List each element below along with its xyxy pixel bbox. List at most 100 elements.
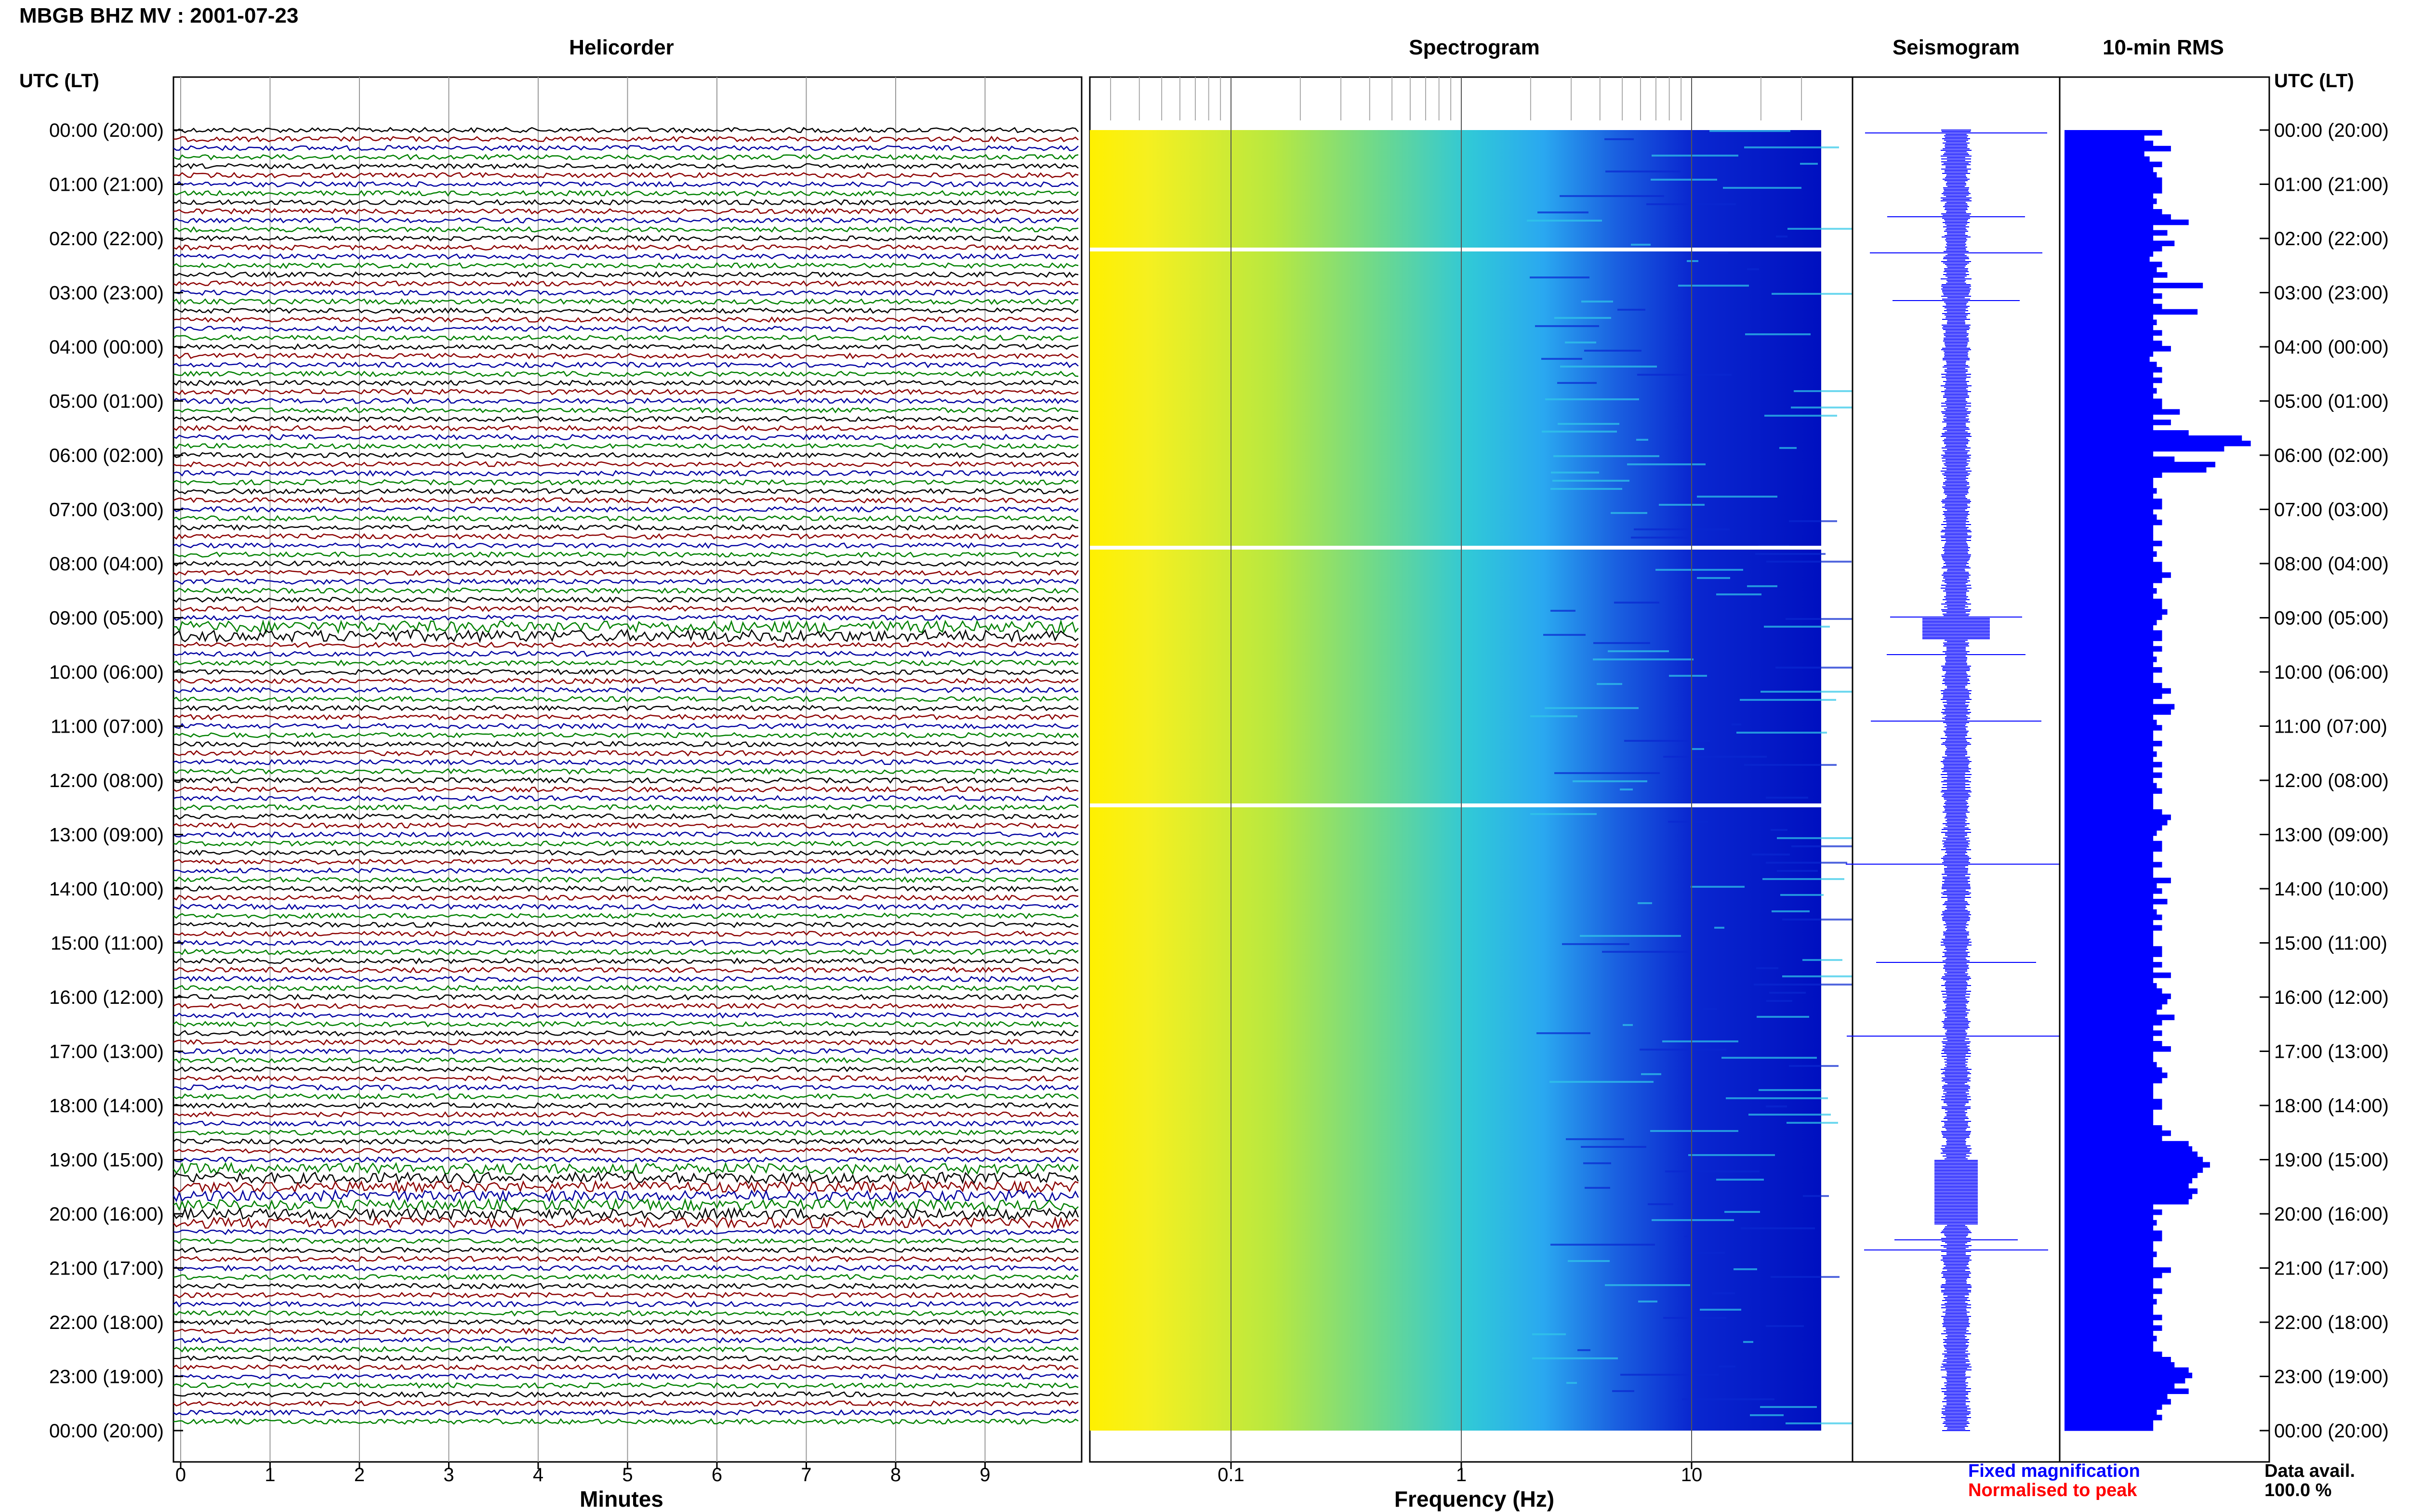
helicorder-trace: [173, 759, 1079, 766]
rms-bar: [2065, 151, 2144, 157]
spectrogram-streak: [1604, 138, 1634, 140]
helicorder-trace: [173, 1400, 1079, 1407]
spectrogram-streak: [1648, 1203, 1673, 1205]
helicorder-trace: [173, 1364, 1079, 1371]
minutes-axis-label: Minutes: [580, 1486, 663, 1512]
helicorder-trace: [173, 876, 1079, 883]
rms-bar: [2065, 662, 2154, 668]
helicorder-trace: [173, 1228, 1079, 1236]
helicorder-trace: [173, 361, 1079, 368]
spectrogram-streak: [1536, 1032, 1590, 1034]
spectrogram-streak: [1627, 463, 1706, 465]
helicorder-trace: [173, 939, 1079, 947]
rms-bar: [2065, 1067, 2162, 1073]
rms-bar: [2065, 367, 2162, 373]
rms-bar: [2065, 1078, 2162, 1084]
rms-bar: [2065, 493, 2154, 499]
spectrogram-streak: [1777, 870, 1818, 872]
spectrogram-streak: [1554, 317, 1611, 319]
helicorder-trace: [173, 849, 1079, 856]
spectrogram-streak: [1766, 797, 1808, 799]
time-label-right: 09:00 (05:00): [2274, 608, 2389, 629]
rms-bar: [2065, 619, 2157, 626]
rms-bar: [2065, 1052, 2154, 1057]
helicorder-trace: [173, 903, 1079, 910]
helicorder-trace: [173, 1216, 1079, 1230]
spectrogram-streak: [1532, 1333, 1566, 1335]
spectrogram-streak: [1745, 333, 1811, 335]
time-label-right: 17:00 (13:00): [2274, 1041, 2389, 1063]
helicorder-trace: [173, 1012, 1079, 1019]
helicorder-trace: [173, 1030, 1079, 1037]
spectrogram-streak: [1662, 1040, 1738, 1042]
spectrogram-streak: [1634, 528, 1730, 530]
spectrogram-streak: [1756, 967, 1778, 969]
time-label-left: 20:00 (16:00): [49, 1204, 164, 1225]
helicorder-trace: [173, 614, 1079, 621]
helicorder-trace: [173, 434, 1079, 441]
spectrogram-streak: [1558, 423, 1619, 425]
helicorder-trace: [173, 1120, 1079, 1127]
helicorder-trace: [173, 921, 1079, 928]
rms-bar: [2065, 240, 2175, 247]
spectrogram-streak: [1714, 927, 1724, 929]
helicorder-trace: [173, 145, 1079, 151]
rms-bar: [2065, 720, 2157, 725]
helicorder-trace: [172, 1171, 1079, 1184]
rms-bar: [2065, 777, 2154, 783]
spectrogram-streak: [1791, 845, 1883, 847]
time-label-right: 13:00 (09:00): [2274, 825, 2389, 846]
helicorder-trace: [173, 1346, 1079, 1353]
spectrogram-streak: [1766, 862, 1847, 864]
rms-bar: [2065, 214, 2171, 220]
time-label-left: 05:00 (01:00): [49, 391, 164, 412]
helicorder-trace: [173, 795, 1079, 802]
time-label-left: 21:00 (17:00): [49, 1258, 164, 1279]
spectrogram-streak: [1638, 1301, 1657, 1302]
spectrogram-streak: [1716, 1179, 1764, 1181]
spectrogram-streak: [1762, 878, 1844, 880]
time-label-left: 15:00 (11:00): [51, 933, 164, 954]
helicorder-trace: [173, 1093, 1079, 1100]
rms-bar: [2065, 841, 2162, 847]
helicorder-trace: [173, 461, 1079, 468]
rms-bar: [2065, 730, 2154, 736]
spectrogram-streak: [1740, 699, 1836, 701]
helicorder-trace: [173, 1180, 1079, 1194]
spectrogram-streak: [1734, 1268, 1757, 1270]
spectrogram-streak: [1652, 1219, 1734, 1221]
rms-bar: [2065, 1288, 2162, 1294]
frequency-axis-label: Frequency (Hz): [1394, 1486, 1555, 1512]
rms-bar: [2065, 1236, 2162, 1241]
helicorder-trace: [173, 488, 1079, 495]
spectrogram-streak: [1678, 285, 1749, 287]
rms-bar: [2065, 1009, 2157, 1015]
helicorder-trace: [173, 1418, 1079, 1425]
rms-bar: [2065, 709, 2171, 715]
helicorder-trace: [173, 542, 1079, 549]
rms-bar: [2065, 1415, 2162, 1420]
rms-bar: [2065, 1072, 2168, 1078]
spectrogram-streak: [1597, 683, 1622, 685]
rms-bar: [2065, 298, 2154, 304]
spectrogram-streak: [1617, 309, 1645, 311]
rms-bar: [2065, 1225, 2154, 1231]
rms-bar: [2065, 504, 2162, 510]
spectrogram-streak: [1732, 723, 1741, 725]
spectrogram-streak: [1766, 1325, 1804, 1327]
helicorder-trace: [173, 912, 1079, 920]
spectrogram-streak: [1614, 602, 1659, 604]
rms-bar: [2065, 1241, 2154, 1247]
rms-bar: [2065, 899, 2168, 905]
rms-bar: [2065, 314, 2154, 320]
rms-bar: [2065, 346, 2171, 352]
rms-bar: [2065, 1130, 2171, 1136]
rms-bar: [2065, 830, 2157, 836]
rms-bar: [2065, 767, 2154, 773]
rms-bar: [2065, 335, 2154, 341]
rms-bar: [2065, 1188, 2198, 1194]
helicorder-trace: [173, 479, 1079, 486]
helicorder-trace: [173, 732, 1079, 738]
rms-bar: [2065, 472, 2162, 478]
